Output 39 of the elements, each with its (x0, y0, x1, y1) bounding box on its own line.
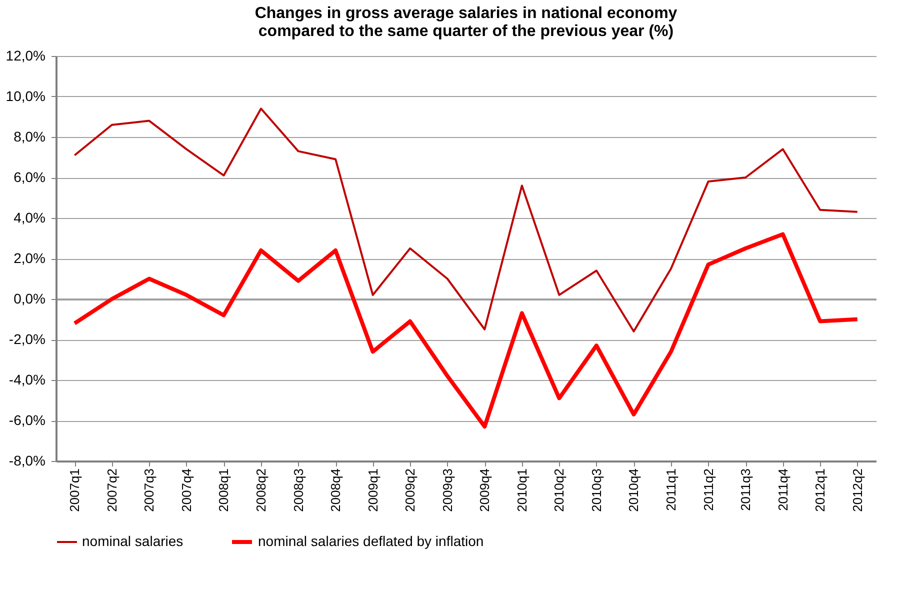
y-tick-label: 8,0% (14, 128, 46, 144)
text: compared to the same quarter of the previous year (%) (258, 23, 674, 40)
x-tick-label: 2011q2 (700, 468, 716, 511)
x-tick-label: 2009q4 (477, 468, 492, 512)
x-tick-label: 2008q4 (328, 468, 344, 512)
text: Changes in gross average salaries in national economy (254, 5, 678, 22)
y-tick-label: 12,0% (6, 48, 46, 64)
x-tick-label: 2010q4 (626, 468, 642, 512)
line-series (74, 108, 858, 332)
x-tick-label: 2011q3 (738, 468, 754, 511)
y-tick-label: -8,0% (8, 452, 46, 468)
x-tick-label: 2009q2 (402, 468, 418, 512)
y-tick-label: 4,0% (14, 210, 46, 226)
x-tick-label: 2007q2 (104, 468, 120, 512)
x-tick-label: 2012q2 (850, 468, 865, 512)
y-tick-label: -4,0% (8, 372, 46, 388)
line-series (72, 232, 860, 429)
y-tick-label: 2,0% (14, 250, 46, 266)
x-tick-label: 2009q3 (440, 468, 455, 512)
y-tick-label: -6,0% (8, 412, 46, 428)
x-tick-label: 2010q2 (552, 468, 567, 512)
x-tick-label: 2007q1 (67, 468, 82, 512)
x-tick-label: 2012q1 (812, 468, 828, 512)
x-tick-label: 2007q3 (142, 468, 157, 512)
x-tick-label: 2011q4 (775, 468, 790, 511)
x-tick-label: 2008q1 (216, 468, 232, 512)
x-tick-label: 2010q1 (514, 468, 530, 512)
x-tick-label: 2008q3 (290, 468, 306, 512)
x-tick-label: 2009q1 (365, 468, 380, 512)
x-tick-label: 2010q3 (588, 468, 604, 512)
y-tick-label: 10,0% (6, 88, 46, 104)
y-tick-label: 0,0% (14, 290, 46, 306)
x-tick-label: 2007q4 (178, 468, 194, 512)
x-tick-label: 2011q1 (664, 468, 678, 511)
y-tick-label: -2,0% (8, 331, 46, 347)
legend-label: nominal salaries deflated by inflation (258, 533, 484, 549)
y-tick-label: 6,0% (14, 169, 46, 185)
legend-label: nominal salaries (82, 533, 184, 549)
x-tick-label: 2008q2 (254, 468, 268, 512)
